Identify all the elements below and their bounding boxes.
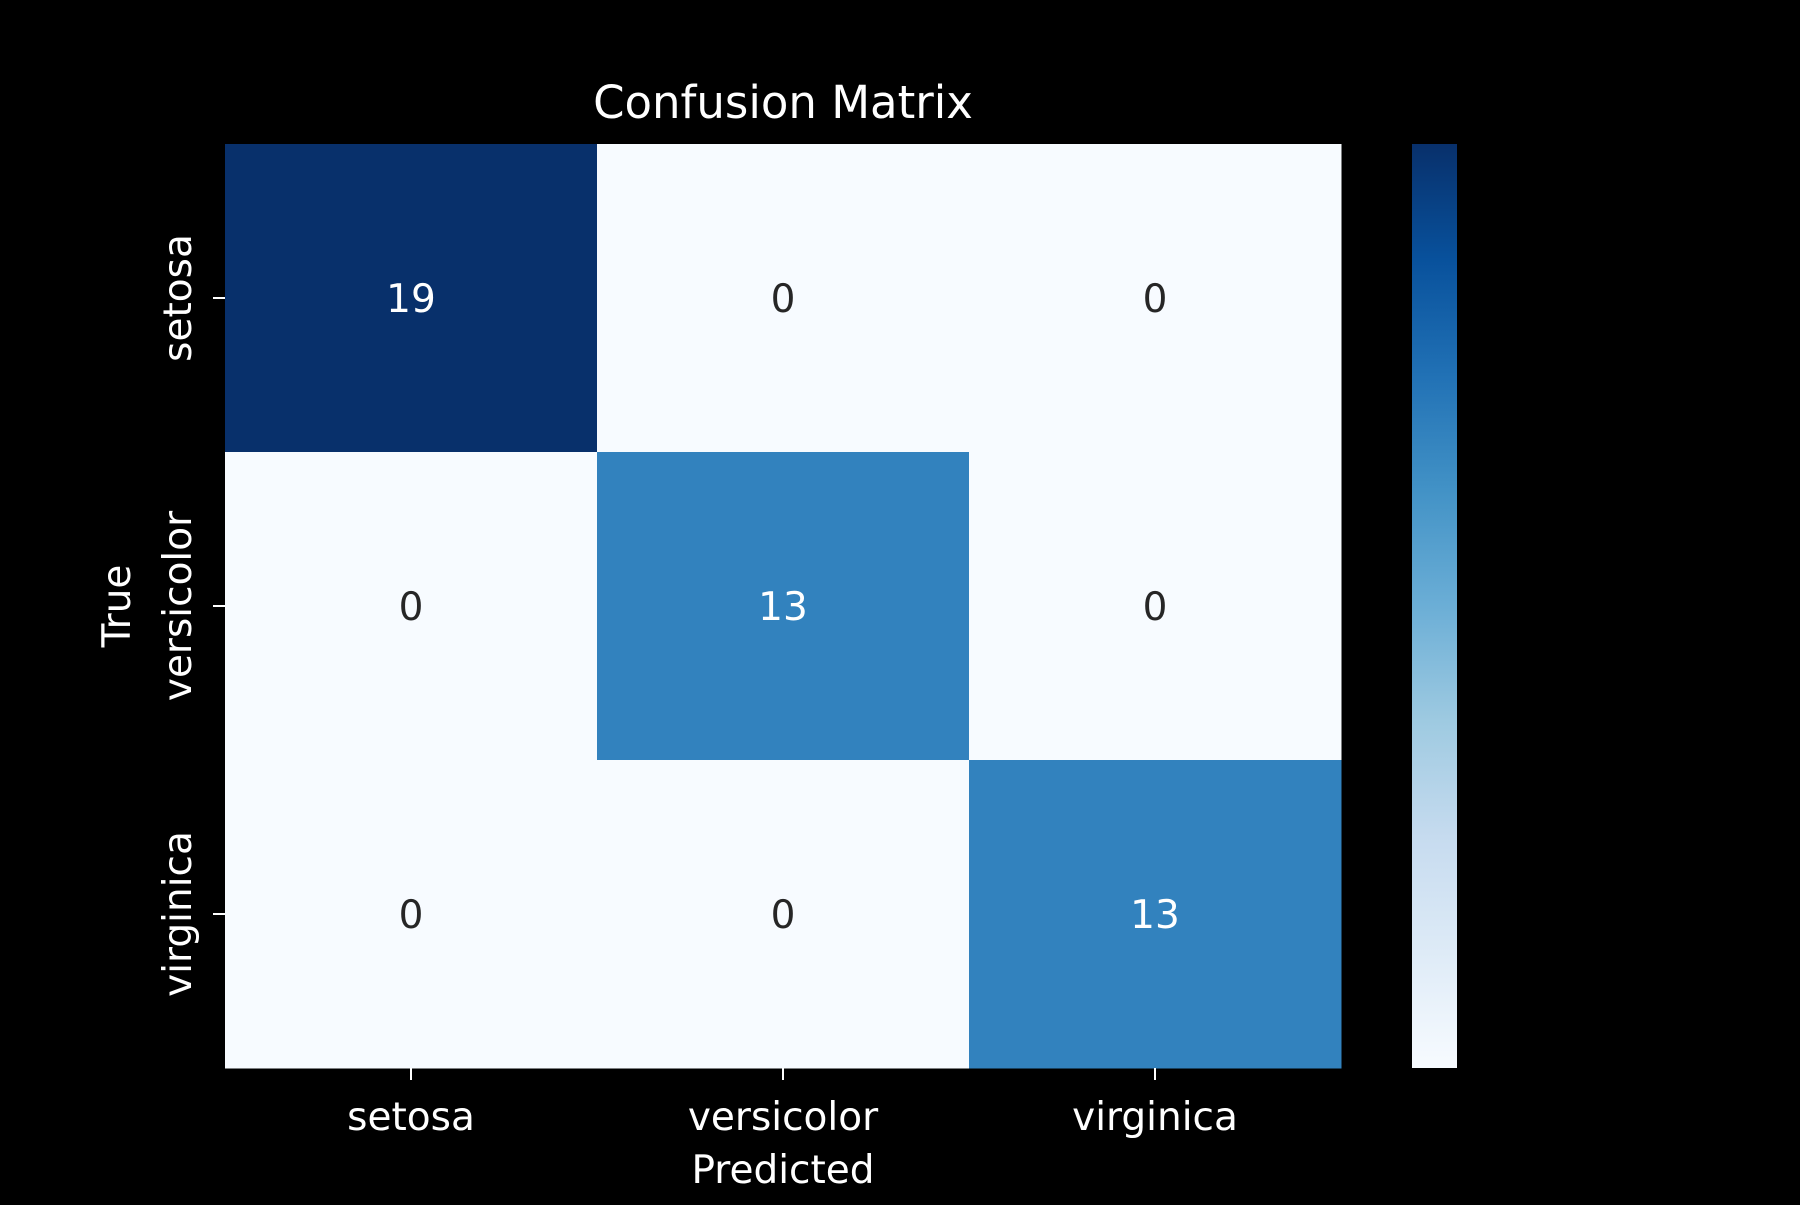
y-axis-ticks: setosa versicolor virginica (156, 234, 225, 997)
cell-value-label: 0 (399, 585, 424, 630)
heatmap-cell (225, 760, 598, 1069)
cell-value-label: 13 (758, 585, 808, 630)
cell-value-label: 0 (1143, 585, 1168, 630)
heatmap-cell (225, 144, 598, 453)
x-axis-ticks: setosa versicolor virginica (347, 1068, 1238, 1140)
heatmap-cell (597, 760, 970, 1069)
heatmap-cell-labels: 19 0 0 0 13 0 0 0 13 (386, 277, 1180, 938)
heatmap-cell (969, 452, 1342, 761)
cell-value-label: 0 (1143, 277, 1168, 322)
cell-value-label: 19 (386, 277, 436, 322)
heatmap-cell (597, 144, 970, 453)
y-axis-label: True (95, 565, 140, 649)
heatmap-cells (225, 144, 1342, 1069)
cell-value-label: 0 (399, 893, 424, 938)
cell-value-label: 13 (1130, 893, 1180, 938)
x-axis-label: Predicted (691, 1148, 874, 1193)
x-tick-label: virginica (1072, 1095, 1238, 1140)
x-tick-label: setosa (347, 1095, 475, 1140)
heatmap-cell (969, 760, 1342, 1069)
heatmap-cell (969, 144, 1342, 453)
cell-value-label: 0 (771, 893, 796, 938)
cell-value-label: 0 (771, 277, 796, 322)
y-tick-label: setosa (156, 234, 201, 362)
heatmap-cell (225, 452, 598, 761)
colorbar (1412, 144, 1457, 1068)
x-tick-label: versicolor (688, 1095, 879, 1140)
chart-title: Confusion Matrix (593, 76, 973, 129)
y-tick-label: virginica (156, 831, 201, 997)
y-tick-label: versicolor (156, 510, 201, 701)
heatmap-cell (597, 452, 970, 761)
